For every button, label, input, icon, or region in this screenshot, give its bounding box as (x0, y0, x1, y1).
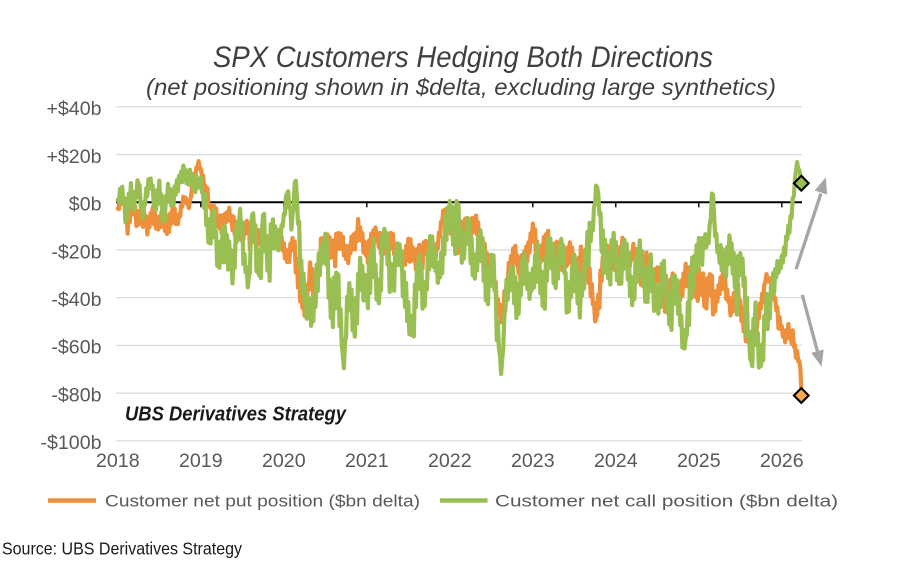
svg-text:Customer net put position ($bn: Customer net put position ($bn delta) (105, 492, 420, 511)
svg-text:(net positioning shown in $del: (net positioning shown in $delta, exclud… (146, 74, 776, 100)
svg-text:-$20b: -$20b (51, 241, 101, 263)
svg-text:2020: 2020 (262, 450, 306, 472)
svg-text:2019: 2019 (179, 450, 223, 472)
svg-text:-$40b: -$40b (51, 289, 101, 311)
svg-text:SPX Customers Hedging Both Dir: SPX Customers Hedging Both Directions (213, 41, 713, 74)
svg-text:+$20b: +$20b (46, 146, 101, 168)
svg-text:2026: 2026 (760, 450, 804, 472)
svg-text:2024: 2024 (594, 450, 638, 472)
svg-text:2021: 2021 (345, 450, 389, 472)
svg-text:2025: 2025 (677, 450, 721, 472)
svg-text:-$60b: -$60b (51, 337, 101, 359)
svg-text:-$100b: -$100b (40, 432, 101, 454)
svg-text:2022: 2022 (428, 450, 472, 472)
svg-text:UBS Derivatives Strategy: UBS Derivatives Strategy (125, 403, 347, 426)
svg-text:Source: UBS Derivatives Strate: Source: UBS Derivatives Strategy (2, 539, 242, 559)
svg-text:-$80b: -$80b (51, 384, 101, 406)
svg-text:2023: 2023 (511, 450, 555, 472)
svg-text:Customer net call position ($b: Customer net call position ($bn delta) (495, 492, 838, 511)
svg-text:2018: 2018 (96, 450, 140, 472)
svg-text:+$40b: +$40b (46, 98, 101, 120)
svg-text:$0b: $0b (69, 194, 102, 216)
